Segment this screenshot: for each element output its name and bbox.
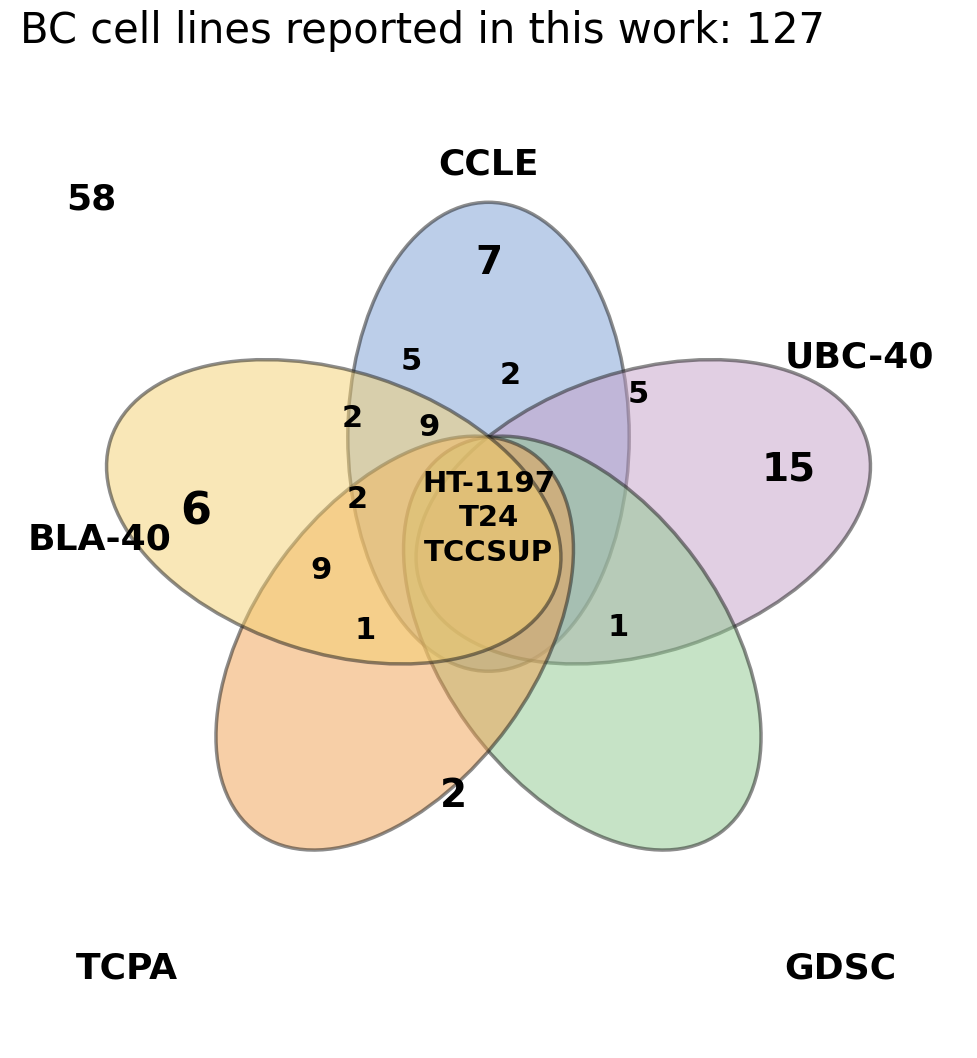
Text: 2: 2 — [499, 361, 521, 390]
Text: TCPA: TCPA — [76, 951, 179, 986]
Text: 5: 5 — [628, 380, 649, 409]
Text: 9: 9 — [311, 557, 332, 585]
Text: 2: 2 — [342, 403, 363, 433]
Text: UBC-40: UBC-40 — [785, 340, 934, 375]
Text: 6: 6 — [181, 490, 211, 533]
Text: BC cell lines reported in this work: 127: BC cell lines reported in this work: 127 — [20, 11, 825, 53]
Text: 58: 58 — [66, 182, 117, 217]
Text: 5: 5 — [401, 347, 422, 377]
Ellipse shape — [416, 360, 871, 664]
Text: 1: 1 — [354, 617, 375, 645]
Text: GDSC: GDSC — [785, 951, 896, 986]
Text: 1: 1 — [608, 613, 628, 641]
FancyBboxPatch shape — [6, 80, 971, 1046]
Ellipse shape — [216, 436, 573, 850]
Text: CCLE: CCLE — [439, 148, 538, 182]
Text: 9: 9 — [419, 413, 440, 442]
Ellipse shape — [348, 202, 629, 671]
Text: 2: 2 — [441, 777, 467, 815]
Text: 7: 7 — [475, 244, 502, 282]
Text: BLA-40: BLA-40 — [27, 523, 171, 557]
Ellipse shape — [404, 436, 761, 850]
Text: 15: 15 — [762, 451, 816, 489]
Text: HT-1197
T24
TCCSUP: HT-1197 T24 TCCSUP — [422, 470, 555, 567]
Text: 2: 2 — [347, 486, 367, 514]
Ellipse shape — [106, 360, 561, 664]
